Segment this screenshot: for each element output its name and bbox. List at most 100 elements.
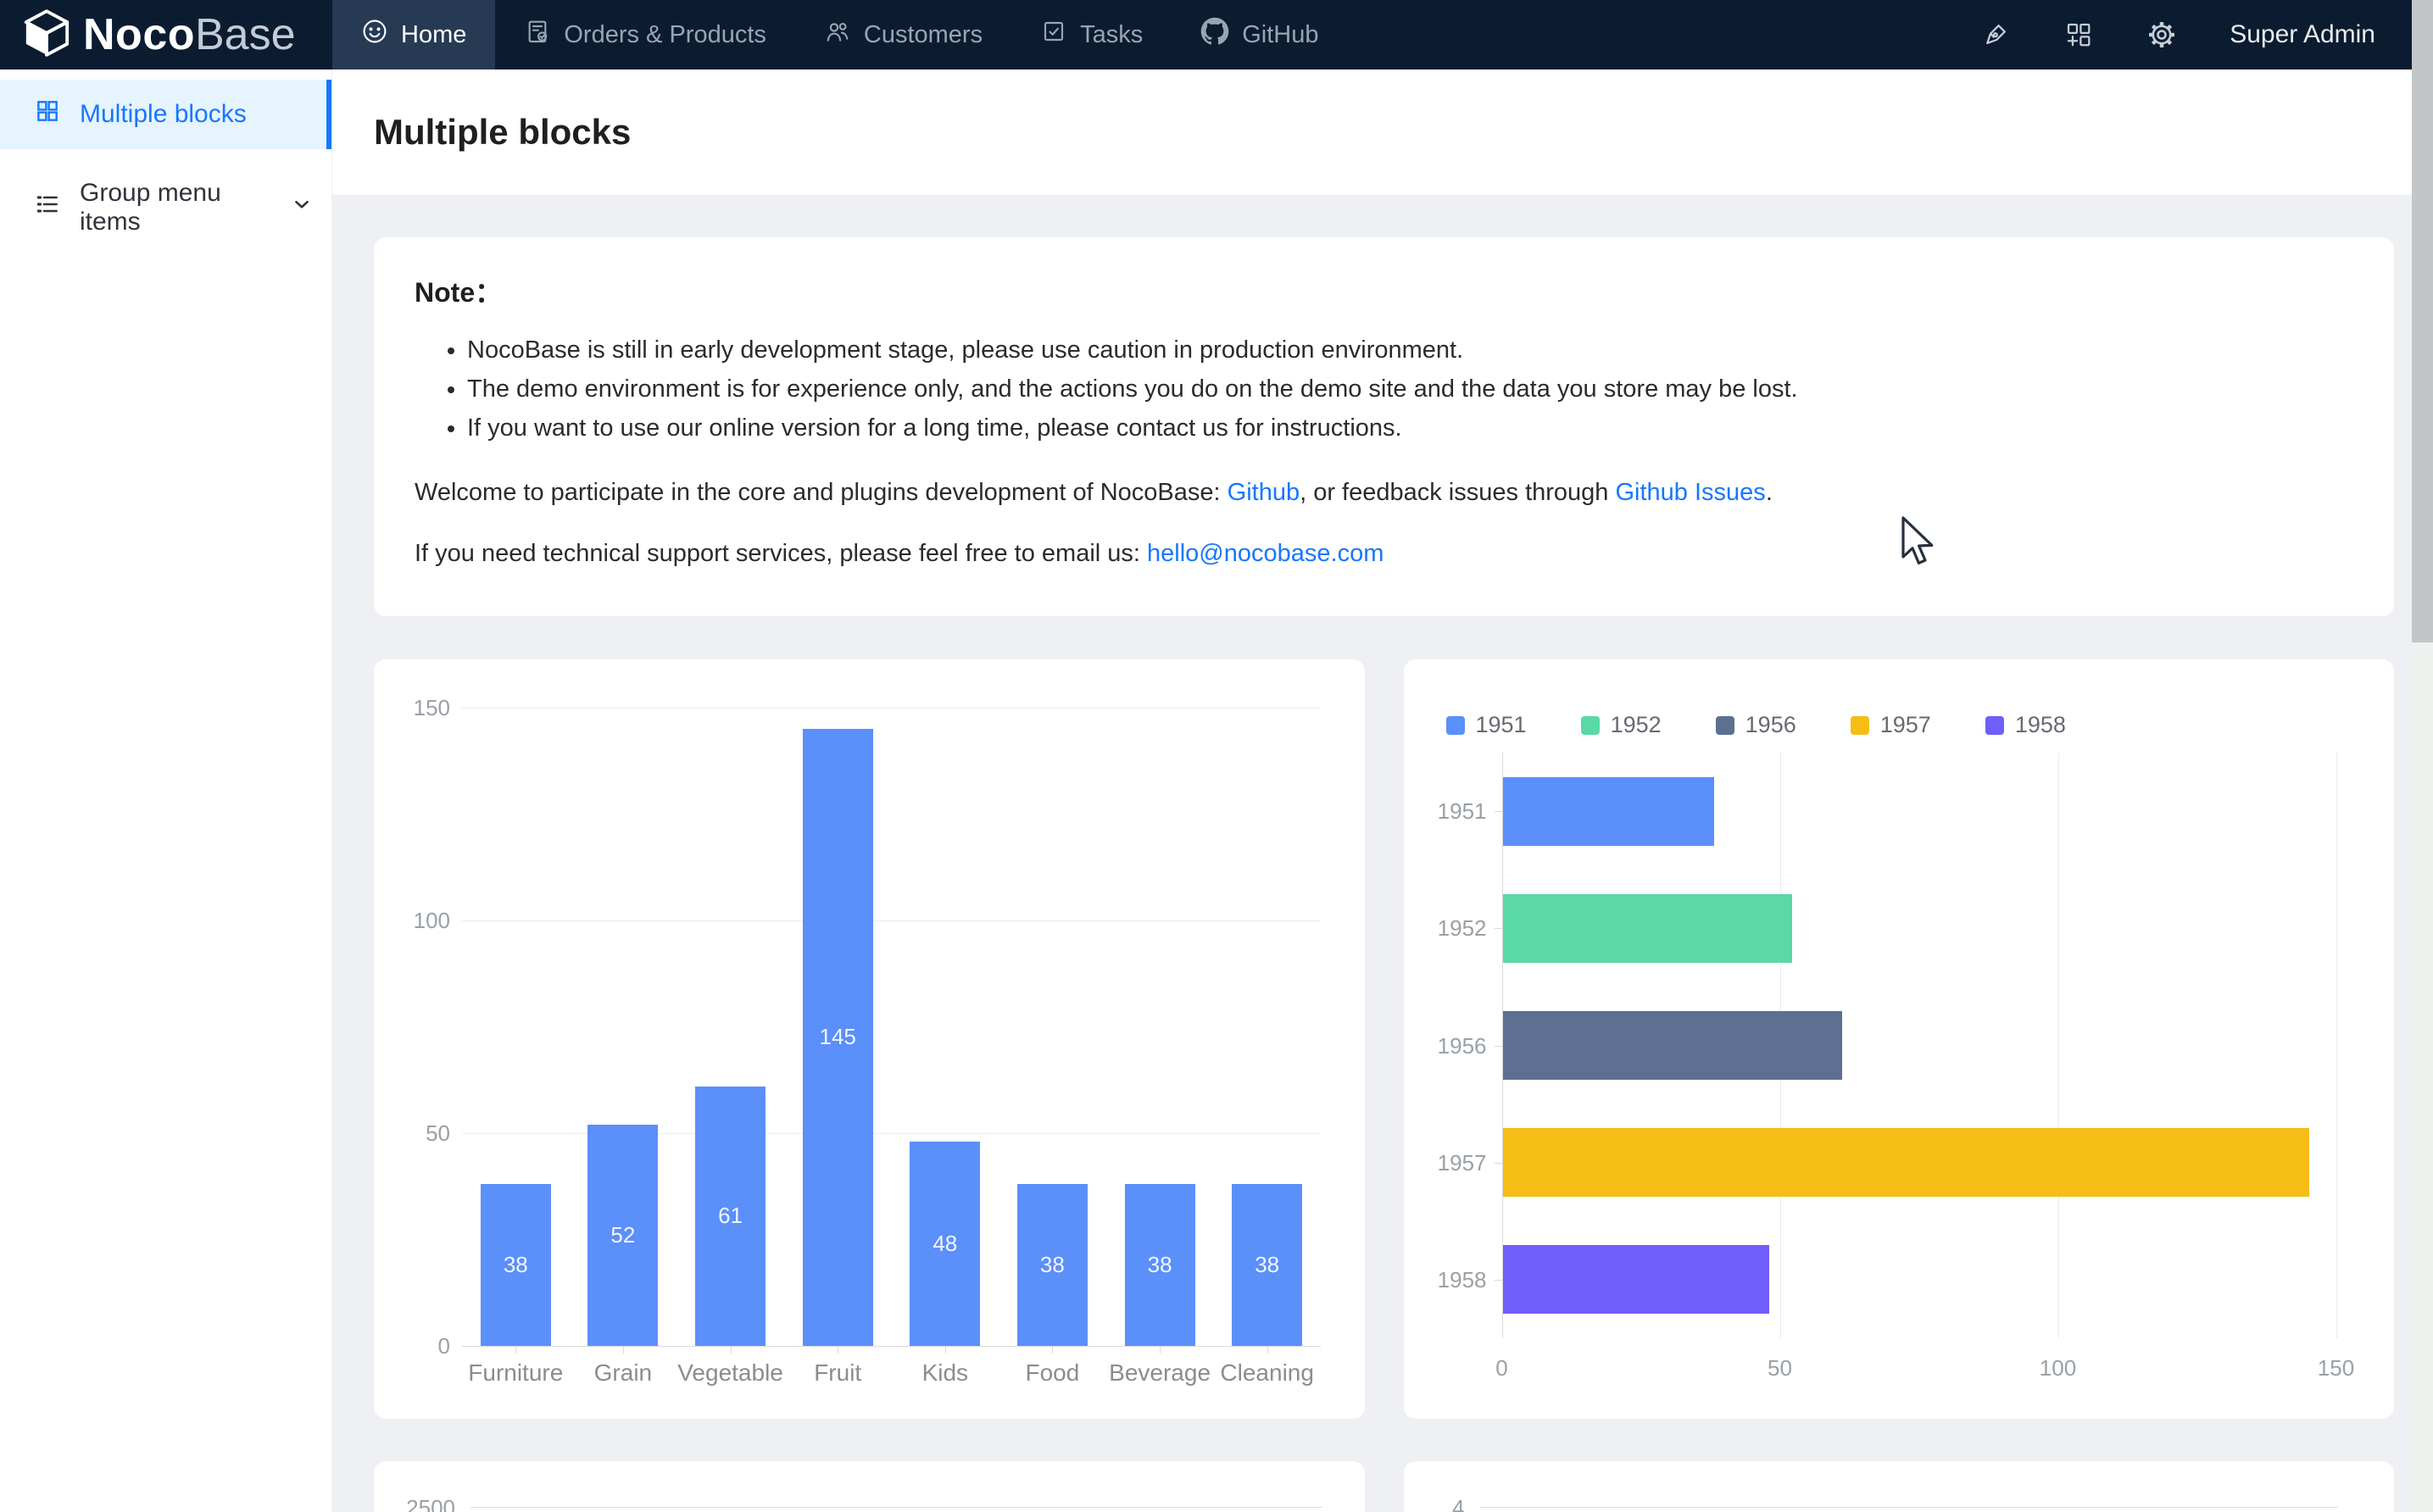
axis-tick <box>1160 1346 1161 1354</box>
bar-1957[interactable] <box>1502 1128 2309 1198</box>
x-axis-category-label: Food <box>1025 1359 1080 1386</box>
x-axis-tick-label: 0 <box>1495 1355 1508 1381</box>
x-axis-category-label: Kids <box>921 1359 969 1386</box>
sidebar-item-label: Multiple blocks <box>80 100 247 128</box>
bar-grain[interactable] <box>587 1125 659 1346</box>
active-indicator <box>326 80 331 149</box>
bar-kids[interactable] <box>910 1142 981 1346</box>
scrollbar-thumb[interactable] <box>2412 0 2433 642</box>
bar-1952[interactable] <box>1502 893 1792 963</box>
column-chart-card: 0 50 100 150 38 Furniture 52 Grain 61 Vegetable 14… <box>374 659 1365 1419</box>
nav-tabs: Home Orders & Products <box>332 0 1348 69</box>
nocobase-logo[interactable]: Noco Base <box>0 0 332 69</box>
nav-actions: Super Admin <box>1980 0 2433 69</box>
github-issues-link[interactable]: Github Issues <box>1615 479 1766 506</box>
gridline <box>1479 1507 2338 1508</box>
legend-label: 1951 <box>1475 712 1527 737</box>
settings-gear-icon[interactable] <box>2146 19 2177 50</box>
logo-text-light: Base <box>195 10 296 59</box>
legend-swatch <box>1580 715 1600 735</box>
legend-swatch <box>1445 715 1465 735</box>
ui-editor-blocks-icon[interactable] <box>2063 19 2094 50</box>
x-axis-category-label: Beverage <box>1109 1359 1211 1386</box>
tab-github[interactable]: GitHub <box>1172 0 1347 69</box>
y-axis-tick-label: 0 <box>437 1333 450 1359</box>
highlighter-icon[interactable] <box>1980 19 2011 50</box>
y-axis-category-label: 1956 <box>1437 1032 1487 1059</box>
bar-1956[interactable] <box>1502 1011 1842 1080</box>
top-nav: Noco Base Home <box>0 0 2433 69</box>
legend-item-1957[interactable]: 1957 <box>1850 712 1931 738</box>
bar-cleaning[interactable] <box>1232 1184 1303 1346</box>
axis-tick <box>730 1346 732 1354</box>
legend-item-1956[interactable]: 1956 <box>1715 712 1796 738</box>
gridline <box>2057 753 2059 1338</box>
axis-tick <box>1494 928 1502 930</box>
y-axis-tick-label: 50 <box>426 1120 450 1146</box>
orders-icon <box>524 18 564 52</box>
partial-charts-row: 2500 4 <box>374 1461 2394 1512</box>
support-email-link[interactable]: hello@nocobase.com <box>1147 540 1384 567</box>
legend-label: 1952 <box>1610 712 1662 737</box>
partial-chart-card-left: 2500 <box>374 1461 1365 1512</box>
list-icon <box>34 191 80 225</box>
github-icon <box>1200 17 1242 53</box>
axis-tick <box>1052 1346 1054 1354</box>
gridline <box>462 920 1321 921</box>
y-axis-tick-label: 100 <box>413 908 450 933</box>
note-bullet: NocoBase is still in early development s… <box>467 331 2353 370</box>
legend-swatch <box>1850 715 1869 735</box>
bar-fruit[interactable] <box>802 729 873 1346</box>
axis-tick <box>1494 1279 1502 1281</box>
tab-label: Customers <box>863 20 983 48</box>
bar-value-label: 38 <box>503 1251 528 1277</box>
x-axis-tick-label: 50 <box>1768 1355 1792 1381</box>
x-axis-tick-label: 100 <box>2039 1355 2077 1381</box>
legend-swatch <box>1715 715 1734 735</box>
x-axis-category-label: Furniture <box>468 1359 564 1386</box>
bar-chart-plot: 0 50 100 150 1951 1952 1956 1957 1958 <box>1438 753 2354 1381</box>
bar-vegetable[interactable] <box>695 1086 766 1346</box>
axis-tick <box>1494 1162 1502 1164</box>
gridline <box>462 1133 1321 1134</box>
tab-tasks[interactable]: Tasks <box>1011 0 1172 69</box>
gridline <box>1501 753 1503 1338</box>
bar-food[interactable] <box>1016 1184 1088 1346</box>
note-welcome-line: Welcome to participate in the core and p… <box>415 476 2353 509</box>
legend-item-1951[interactable]: 1951 <box>1445 712 1527 738</box>
page-header: Multiple blocks <box>332 69 2433 195</box>
bar-beverage[interactable] <box>1124 1184 1195 1346</box>
y-axis-tick-label: 4 <box>1452 1495 1465 1512</box>
bar-1951[interactable] <box>1502 776 1714 846</box>
github-link[interactable]: Github <box>1227 479 1300 506</box>
bar-furniture[interactable] <box>480 1184 551 1346</box>
sidebar-item-group-menu-items[interactable]: Group menu items <box>0 173 331 242</box>
gridline <box>462 708 1321 709</box>
legend-label: 1957 <box>1879 712 1931 737</box>
axis-tick <box>622 1346 624 1354</box>
x-axis-category-label: Cleaning <box>1220 1359 1314 1386</box>
legend-item-1958[interactable]: 1958 <box>1985 712 2066 738</box>
note-support-line: If you need technical support services, … <box>415 537 2353 570</box>
user-menu[interactable]: Super Admin <box>2230 20 2375 48</box>
note-card: Note： NocoBase is still in early develop… <box>374 237 2394 616</box>
bar-1958[interactable] <box>1502 1245 1770 1315</box>
bar-chart-card: 1951 1952 1956 1957 1958 0 50 100 150 1951 1952 19… <box>1403 659 2394 1419</box>
sidebar-item-multiple-blocks[interactable]: Multiple blocks <box>0 80 331 149</box>
note-bullet-list: NocoBase is still in early development s… <box>415 331 2353 447</box>
main-area: Multiple blocks Note： NocoBase is still … <box>332 69 2433 1512</box>
legend-item-1952[interactable]: 1952 <box>1580 712 1662 738</box>
bar-value-label: 145 <box>819 1024 856 1050</box>
sidebar-item-label: Group menu items <box>80 179 221 236</box>
tab-customers[interactable]: Customers <box>795 0 1011 69</box>
y-axis-category-label: 1957 <box>1437 1149 1487 1176</box>
chevron-down-icon <box>291 193 331 222</box>
tab-home[interactable]: Home <box>332 0 496 69</box>
tab-orders-products[interactable]: Orders & Products <box>495 0 795 69</box>
welcome-text: , or feedback issues through <box>1300 479 1616 506</box>
axis-tick <box>1494 811 1502 813</box>
customers-icon <box>824 18 864 52</box>
page-scrollbar[interactable] <box>2412 0 2433 1512</box>
legend-label: 1956 <box>1745 712 1796 737</box>
note-bullet: The demo environment is for experience o… <box>467 370 2353 409</box>
